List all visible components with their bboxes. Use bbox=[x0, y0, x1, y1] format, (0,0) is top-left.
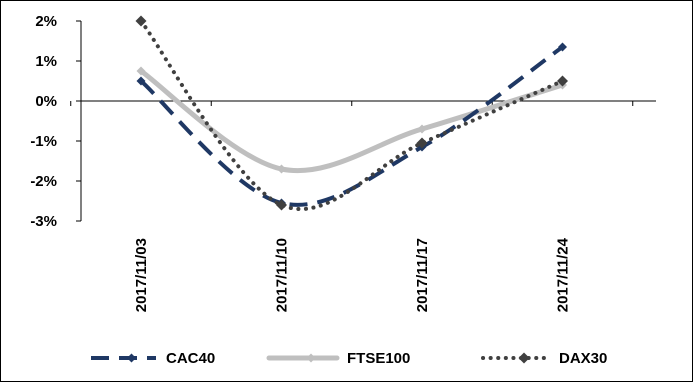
y-tick-label: -1% bbox=[30, 133, 57, 150]
x-tick-labels: 2017/11/03 2017/11/10 2017/11/17 2017/11/24 bbox=[133, 237, 572, 312]
axes bbox=[70, 20, 656, 222]
series-cac40 bbox=[136, 42, 567, 208]
legend-item-dax30: DAX30 bbox=[481, 350, 607, 367]
legend: CAC40 FTSE100 DAX30 bbox=[91, 350, 607, 367]
series-line bbox=[139, 45, 564, 207]
data-point bbox=[416, 137, 428, 149]
x-tick-label: 2017/11/10 bbox=[274, 238, 291, 312]
data-point bbox=[136, 76, 146, 86]
y-tick-label: -2% bbox=[30, 173, 57, 190]
y-tick-label: 0% bbox=[35, 93, 57, 110]
legend-marker bbox=[518, 352, 530, 364]
data-point bbox=[417, 124, 427, 134]
series-line bbox=[138, 68, 565, 173]
series-layer bbox=[135, 15, 568, 212]
y-tick-label: 1% bbox=[35, 53, 57, 70]
data-point bbox=[558, 42, 567, 52]
legend-label: FTSE100 bbox=[347, 350, 410, 367]
legend-label: DAX30 bbox=[559, 350, 607, 367]
x-tick-label: 2017/11/17 bbox=[414, 238, 431, 312]
legend-item-cac40: CAC40 bbox=[91, 350, 215, 367]
legend-label: CAC40 bbox=[166, 350, 215, 367]
y-tick-label: 2% bbox=[35, 13, 57, 30]
series-dax30 bbox=[135, 15, 568, 212]
series-ftse100 bbox=[136, 66, 567, 174]
y-tick-label: -3% bbox=[30, 213, 57, 230]
x-tick-label: 2017/11/03 bbox=[133, 238, 150, 312]
legend-item-ftse100: FTSE100 bbox=[266, 350, 410, 367]
data-point bbox=[557, 75, 568, 87]
legend-marker bbox=[306, 353, 316, 363]
series-line bbox=[139, 19, 565, 212]
legend-marker bbox=[127, 353, 136, 363]
y-tick-labels: 2% 1% 0% -1% -2% -3% bbox=[30, 13, 57, 230]
data-point bbox=[277, 164, 286, 174]
x-tick-label: 2017/11/24 bbox=[555, 237, 572, 312]
data-point bbox=[136, 66, 146, 76]
data-point bbox=[135, 15, 147, 27]
data-point bbox=[276, 199, 287, 211]
